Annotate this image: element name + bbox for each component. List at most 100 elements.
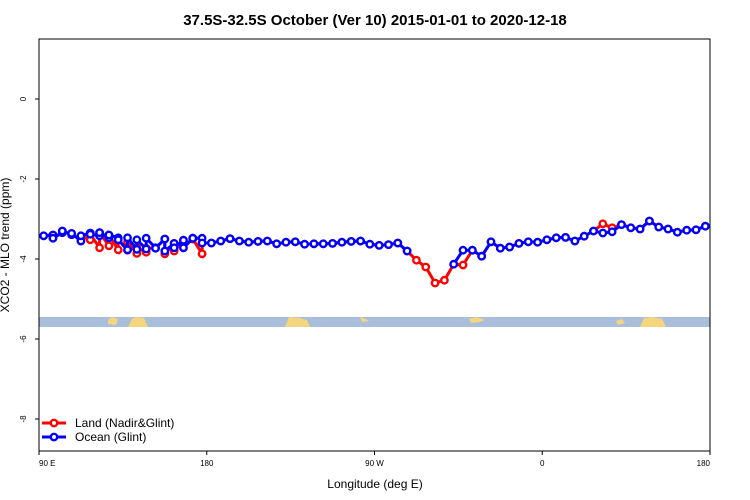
data-point bbox=[514, 238, 524, 248]
chart-title: 37.5S-32.5S October (Ver 10) 2015-01-01 … bbox=[183, 12, 567, 29]
y-tick-label: -6 bbox=[19, 335, 28, 343]
y-tick-label: 0 bbox=[19, 96, 28, 101]
data-point bbox=[337, 237, 347, 247]
land-shape-3 bbox=[360, 317, 369, 322]
data-point bbox=[160, 234, 170, 244]
data-point bbox=[505, 242, 515, 252]
land-shape-6 bbox=[640, 317, 666, 327]
legend-label: Ocean (Glint) bbox=[75, 430, 146, 444]
data-point bbox=[253, 236, 263, 246]
data-point bbox=[318, 239, 328, 249]
plot-frame bbox=[38, 38, 711, 452]
data-point bbox=[151, 243, 160, 253]
data-point bbox=[169, 243, 179, 253]
x-axis: 90 E 180 90 W 0 180 bbox=[38, 451, 711, 468]
data-point bbox=[495, 243, 505, 253]
map-ocean-band bbox=[39, 317, 710, 327]
data-point bbox=[57, 226, 67, 236]
data-point bbox=[439, 275, 449, 285]
land-shape-4 bbox=[469, 317, 485, 323]
data-point bbox=[421, 262, 431, 272]
data-point bbox=[132, 244, 142, 254]
x-tick-label: 180 bbox=[697, 459, 711, 468]
data-point bbox=[672, 227, 682, 237]
data-point bbox=[95, 228, 104, 238]
data-point bbox=[626, 223, 636, 233]
data-point bbox=[262, 236, 272, 246]
land-shape-2 bbox=[285, 317, 310, 327]
data-point bbox=[430, 278, 440, 288]
data-point bbox=[113, 235, 123, 245]
data-point bbox=[607, 227, 617, 237]
data-point bbox=[542, 235, 552, 245]
data-point bbox=[95, 243, 104, 253]
data-point bbox=[300, 239, 310, 249]
y-tick-label: -4 bbox=[19, 255, 28, 263]
data-point bbox=[188, 233, 198, 243]
data-point bbox=[393, 238, 403, 248]
data-point bbox=[579, 231, 589, 241]
land-shape-1 bbox=[108, 317, 118, 325]
legend-label: Land (Nadir&Glint) bbox=[75, 416, 174, 430]
data-point bbox=[449, 259, 459, 269]
land-map-band bbox=[39, 317, 710, 327]
data-point bbox=[523, 237, 533, 247]
data-point bbox=[197, 238, 207, 248]
data-point bbox=[486, 237, 496, 247]
data-point bbox=[412, 255, 421, 265]
x-tick-label: 180 bbox=[200, 459, 214, 468]
data-point bbox=[104, 241, 114, 251]
data-point bbox=[328, 238, 337, 248]
data-point bbox=[197, 249, 207, 259]
data-point bbox=[598, 228, 608, 238]
data-point bbox=[570, 236, 580, 246]
data-point bbox=[76, 231, 86, 241]
data-point bbox=[458, 245, 468, 255]
data-point bbox=[39, 231, 49, 241]
data-point bbox=[561, 232, 570, 242]
data-point bbox=[691, 225, 701, 235]
data-point bbox=[179, 243, 188, 253]
y-tick-label: -8 bbox=[19, 415, 28, 423]
data-point bbox=[663, 224, 673, 234]
y-axis: 0 -2 -4 -6 -8 bbox=[19, 96, 39, 423]
data-point bbox=[281, 237, 291, 247]
data-point bbox=[225, 234, 235, 244]
legend-marker bbox=[49, 432, 59, 442]
data-point bbox=[533, 237, 542, 247]
data-point bbox=[290, 237, 300, 247]
data-point bbox=[123, 245, 132, 255]
data-point bbox=[346, 236, 356, 246]
data-point bbox=[617, 220, 626, 230]
data-point bbox=[179, 235, 188, 245]
data-point bbox=[160, 246, 170, 256]
data-point bbox=[123, 233, 132, 243]
land-shape-0 bbox=[128, 317, 148, 327]
x-tick-label: 0 bbox=[540, 459, 545, 468]
data-point bbox=[635, 224, 645, 234]
x-tick-label: 90 E bbox=[39, 459, 55, 468]
data-point bbox=[234, 236, 244, 246]
data-point bbox=[477, 251, 487, 261]
data-point bbox=[374, 240, 384, 250]
data-point bbox=[458, 260, 468, 270]
data-point bbox=[365, 239, 375, 249]
y-tick-label: -2 bbox=[19, 175, 28, 183]
data-point bbox=[589, 226, 598, 236]
data-point bbox=[645, 216, 654, 226]
data-point bbox=[67, 228, 77, 238]
data-point bbox=[402, 246, 412, 256]
data-point bbox=[48, 233, 58, 243]
data-point bbox=[654, 222, 664, 232]
data-point bbox=[85, 229, 95, 239]
plot-series bbox=[39, 216, 710, 288]
data-point bbox=[141, 233, 151, 243]
x-tick-label: 90 W bbox=[365, 459, 384, 468]
data-point bbox=[682, 225, 692, 235]
data-point bbox=[207, 238, 216, 248]
data-point bbox=[384, 240, 393, 250]
data-point bbox=[132, 235, 142, 245]
data-point bbox=[700, 221, 710, 231]
legend-marker bbox=[49, 418, 59, 428]
